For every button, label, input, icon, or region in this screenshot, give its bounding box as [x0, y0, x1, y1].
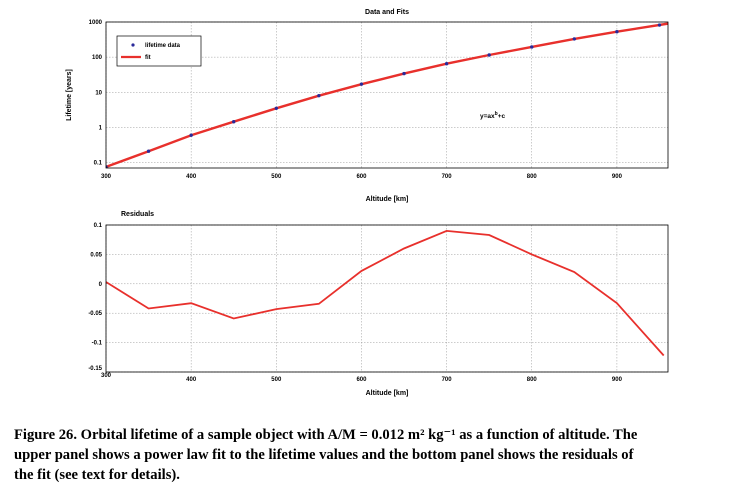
top-y-tick-label: 1000 — [89, 20, 103, 26]
bottom-y-tick-label: 0.05 — [90, 252, 102, 258]
bottom-x-axis-label: Altitude [km] — [366, 390, 409, 397]
legend-marker-lifetime-data — [131, 43, 135, 47]
top-y-tick-label: 100 — [92, 55, 103, 61]
top-x-tick-label: 800 — [527, 174, 538, 180]
top-x-tick-labels: 300 400 500 600 700 800 900 — [101, 174, 623, 180]
lifetime-data-point — [274, 106, 279, 110]
bottom-x-tick-label: 900 — [612, 377, 623, 383]
top-y-tick-label: 1 — [99, 125, 103, 131]
lifetime-data-point — [402, 71, 406, 76]
bottom-x-tick-label: 800 — [527, 377, 538, 383]
lifetime-data-point — [317, 93, 321, 98]
top-chart-title: Data and Fits — [365, 9, 409, 16]
legend-label-lifetime-data: lifetime data — [145, 43, 181, 49]
bottom-x-tick-label: 600 — [356, 377, 367, 383]
lifetime-data-point — [146, 149, 151, 153]
lifetime-data-point — [444, 62, 449, 66]
top-y-tick-labels: 0.1 1 10 100 1000 — [89, 20, 103, 167]
bottom-y-tick-label: -0.15 — [88, 366, 102, 372]
bottom-x-tick-labels: 300 400 500 600 700 800 900 — [101, 373, 623, 383]
top-x-axis-label: Altitude [km] — [366, 196, 409, 203]
lifetime-data-point — [106, 165, 108, 168]
lifetime-data-point — [657, 23, 662, 27]
top-plot-frame — [105, 21, 669, 169]
caption-line: Figure 26. Orbital lifetime of a sample … — [14, 427, 638, 443]
bottom-x-tick-label: 300 — [101, 373, 112, 379]
lifetime-data-point — [189, 133, 193, 137]
bottom-y-tick-label: 0 — [99, 282, 103, 288]
top-x-tick-label: 600 — [356, 174, 367, 180]
bottom-y-tick-label: 0.1 — [94, 223, 103, 229]
bottom-x-tick-label: 500 — [271, 377, 282, 383]
lifetime-data-point — [359, 82, 364, 86]
bottom-plot-frame — [105, 224, 669, 373]
lifetime-data-point — [487, 53, 491, 57]
residuals-line — [106, 229, 665, 357]
bottom-grid — [105, 224, 668, 373]
legend-label-fit: fit — [145, 55, 151, 61]
top-y-tick-label: 10 — [95, 90, 102, 96]
figure-caption: Figure 26. Orbital lifetime of a sample … — [14, 425, 726, 485]
caption-line: upper panel shows a power law fit to the… — [14, 447, 634, 463]
fit-line — [106, 22, 668, 168]
bottom-x-tick-label: 700 — [442, 377, 453, 383]
top-y-tick-label: 0.1 — [94, 161, 103, 167]
fit-equation-annotation: y=axb+c — [480, 111, 506, 120]
top-legend: lifetime data fit — [116, 35, 202, 67]
bottom-y-tick-labels: 0.1 0.05 0 -0.05 -0.1 -0.15 — [88, 223, 102, 372]
lifetime-data-point — [615, 29, 619, 34]
residuals-panel: Residuals 0.1 0.05 0 -0.05 -0.1 -0.15 300 400 5… — [88, 211, 669, 397]
bottom-x-tick-label: 400 — [186, 377, 197, 383]
lifetime-panel: Data and Fits 0.1 1 10 100 1000 300 400 500 600… — [66, 9, 669, 203]
lifetime-data-point — [232, 120, 236, 124]
bottom-y-tick-label: -0.1 — [92, 341, 103, 347]
bottom-y-tick-label: -0.05 — [88, 311, 102, 317]
lifetime-data-point — [530, 45, 534, 49]
top-x-tick-label: 500 — [271, 174, 282, 180]
legend-box — [116, 35, 202, 67]
top-x-tick-label: 700 — [442, 174, 453, 180]
top-y-axis-label: Lifetime [years] — [66, 69, 73, 121]
top-x-tick-label: 400 — [186, 174, 197, 180]
caption-line: the fit (see text for details). — [14, 467, 180, 483]
lifetime-data-point — [572, 37, 577, 41]
lifetime-data-points — [106, 23, 662, 168]
top-x-tick-label: 900 — [612, 174, 623, 180]
bottom-chart-title: Residuals — [121, 211, 154, 218]
top-x-tick-label: 300 — [101, 174, 112, 180]
